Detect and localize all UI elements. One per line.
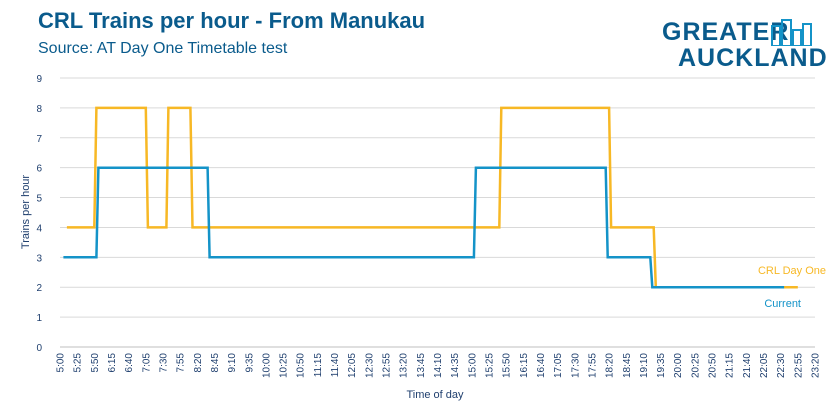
x-tick-label: 21:40 [742, 353, 753, 378]
y-tick-label: 1 [36, 313, 42, 324]
y-tick-label: 2 [36, 283, 42, 294]
x-tick-label: 18:45 [622, 353, 633, 378]
series-lines [63, 106, 798, 289]
x-tick-label: 20:25 [690, 353, 701, 378]
x-tick-label: 7:55 [176, 353, 187, 373]
x-tick-label: 13:20 [399, 353, 410, 378]
chart-subtitle: Source: AT Day One Timetable test [38, 40, 288, 57]
x-tick-label: 13:45 [416, 353, 427, 378]
x-tick-label: 22:05 [759, 353, 770, 378]
x-axis-label: Time of day [406, 389, 464, 401]
chart-title: CRL Trains per hour - From Manukau [38, 8, 426, 33]
x-tick-label: 14:10 [433, 353, 444, 378]
legend-label: Current [764, 298, 801, 310]
y-tick-label: 3 [36, 253, 42, 264]
x-tick-label: 7:30 [158, 353, 169, 373]
x-tick-label: 10:00 [261, 353, 272, 378]
x-tick-label: 17:55 [587, 353, 598, 378]
greater-auckland-logo: GREATER AUCKLAND [660, 18, 827, 72]
x-tick-label: 19:35 [656, 353, 667, 378]
y-tick-label: 5 [36, 194, 42, 205]
x-tick-label: 18:20 [605, 353, 616, 378]
y-tick-label: 0 [36, 343, 42, 354]
x-tick-label: 12:05 [347, 353, 358, 378]
x-tick-label: 17:05 [553, 353, 564, 378]
x-tick-label: 9:10 [227, 353, 238, 373]
y-tick-label: 9 [36, 74, 42, 85]
x-tick-label: 5:25 [73, 353, 84, 373]
x-tick-label: 23:20 [811, 353, 822, 378]
y-tick-label: 8 [36, 104, 42, 115]
x-tick-label: 8:20 [193, 353, 204, 373]
x-tick-label: 21:15 [725, 353, 736, 378]
x-tick-label: 6:40 [124, 353, 135, 373]
y-tick-label: 4 [36, 223, 42, 234]
x-tick-label: 8:45 [210, 353, 221, 373]
x-tick-label: 12:55 [382, 353, 393, 378]
logo-word-2: AUCKLAND [678, 44, 828, 72]
x-tick-label: 5:50 [90, 353, 101, 373]
x-tick-label: 10:25 [279, 353, 290, 378]
x-tick-label: 10:50 [296, 353, 307, 378]
x-tick-label: 19:10 [639, 353, 650, 378]
y-axis-label: Trains per hour [20, 175, 32, 250]
axes: 0 1 2 3 4 5 6 7 8 9 5:00 5:25 5:50 6:15 6:40 7:05 7:30 7:… [36, 74, 821, 378]
x-tick-label: 17:30 [570, 353, 581, 378]
x-tick-label: 22:55 [793, 353, 804, 378]
x-tick-label: 7:05 [141, 353, 152, 373]
y-tick-label: 7 [36, 134, 42, 145]
series-line [63, 166, 785, 289]
legend-label: CRL Day One [758, 265, 826, 277]
x-tick-label: 20:00 [673, 353, 684, 378]
x-tick-label: 5:00 [56, 353, 67, 373]
x-tick-label: 12:30 [364, 353, 375, 378]
x-tick-label: 15:25 [484, 353, 495, 378]
x-tick-label: 16:40 [536, 353, 547, 378]
x-tick-label: 20:50 [708, 353, 719, 378]
legend-labels: CRL Day One Current [758, 265, 826, 310]
x-tick-label: 6:15 [107, 353, 118, 373]
x-tick-label: 15:50 [502, 353, 513, 378]
city-buildings-icon [771, 19, 812, 46]
x-tick-label: 9:35 [244, 353, 255, 373]
x-tick-label: 11:15 [313, 353, 324, 378]
x-tick-label: 22:30 [776, 353, 787, 378]
x-tick-label: 16:15 [519, 353, 530, 378]
x-tick-label: 15:00 [467, 353, 478, 378]
logo-word-1: GREATER [662, 18, 790, 46]
gridlines [60, 77, 815, 348]
x-tick-label: 11:40 [330, 353, 341, 378]
x-tick-label: 14:35 [450, 353, 461, 378]
y-tick-label: 6 [36, 164, 42, 175]
